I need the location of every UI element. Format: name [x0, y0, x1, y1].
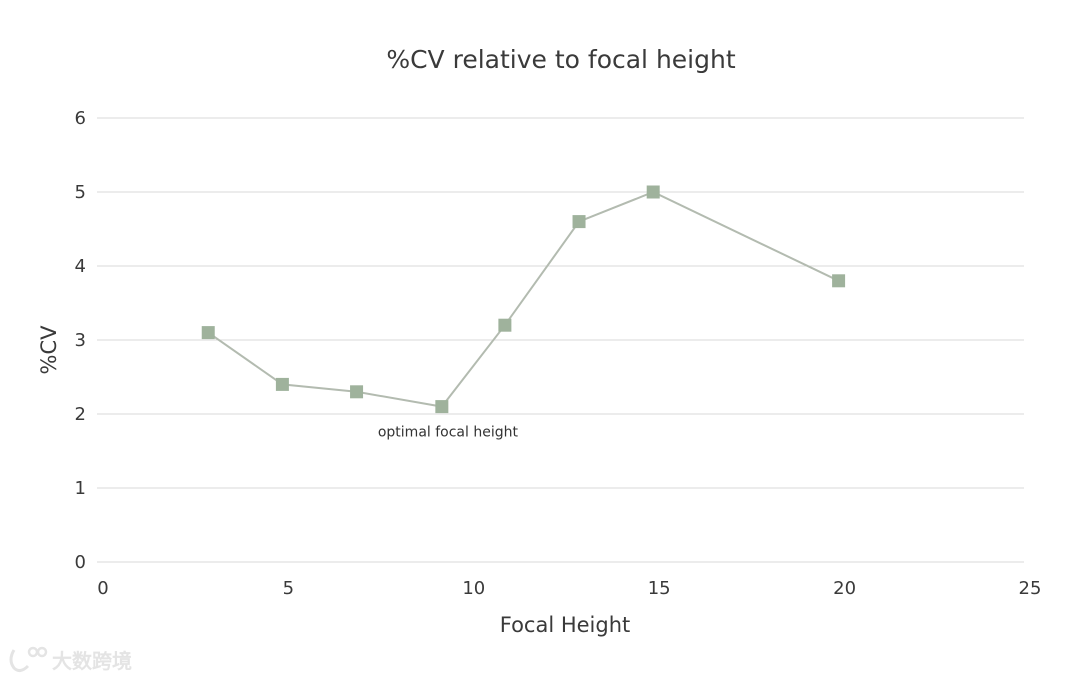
data-point — [572, 215, 586, 229]
data-point — [435, 400, 449, 414]
data-point — [201, 326, 215, 340]
y-tick-label: 3 — [75, 330, 86, 351]
x-tick-label: 10 — [462, 578, 485, 599]
x-tick-label: 5 — [283, 578, 294, 599]
y-tick-label: 1 — [75, 478, 86, 499]
x-tick-label: 15 — [648, 578, 671, 599]
watermark-text: 大数跨境 — [52, 649, 132, 673]
x-tick-label: 25 — [1019, 578, 1042, 599]
y-tick-label: 0 — [75, 552, 86, 573]
x-axis-ticks: 0 5 10 15 20 25 — [97, 578, 1041, 599]
y-tick-label: 2 — [75, 404, 86, 425]
annotation-label: optimal focal height — [378, 425, 519, 441]
data-point — [498, 318, 512, 332]
y-axis-ticks: 0 1 2 3 4 5 6 — [75, 108, 86, 573]
chart-title: %CV relative to focal height — [386, 45, 735, 74]
y-tick-label: 4 — [75, 256, 86, 277]
series-line — [207, 190, 840, 408]
x-tick-label: 20 — [833, 578, 856, 599]
y-axis-label: %CV — [37, 325, 61, 375]
grid — [97, 117, 1024, 563]
annotations: optimal focal height — [378, 425, 519, 441]
y-tick-label: 6 — [75, 108, 86, 129]
data-point — [275, 377, 289, 391]
data-point — [350, 385, 364, 399]
data-point — [832, 274, 846, 288]
watermark: 大数跨境 — [9, 646, 132, 673]
x-tick-label: 0 — [97, 578, 108, 599]
data-point — [646, 185, 660, 199]
y-tick-label: 5 — [75, 182, 86, 203]
x-axis-label: Focal Height — [500, 613, 631, 637]
series-group — [201, 185, 846, 414]
logo-icon — [9, 646, 48, 673]
